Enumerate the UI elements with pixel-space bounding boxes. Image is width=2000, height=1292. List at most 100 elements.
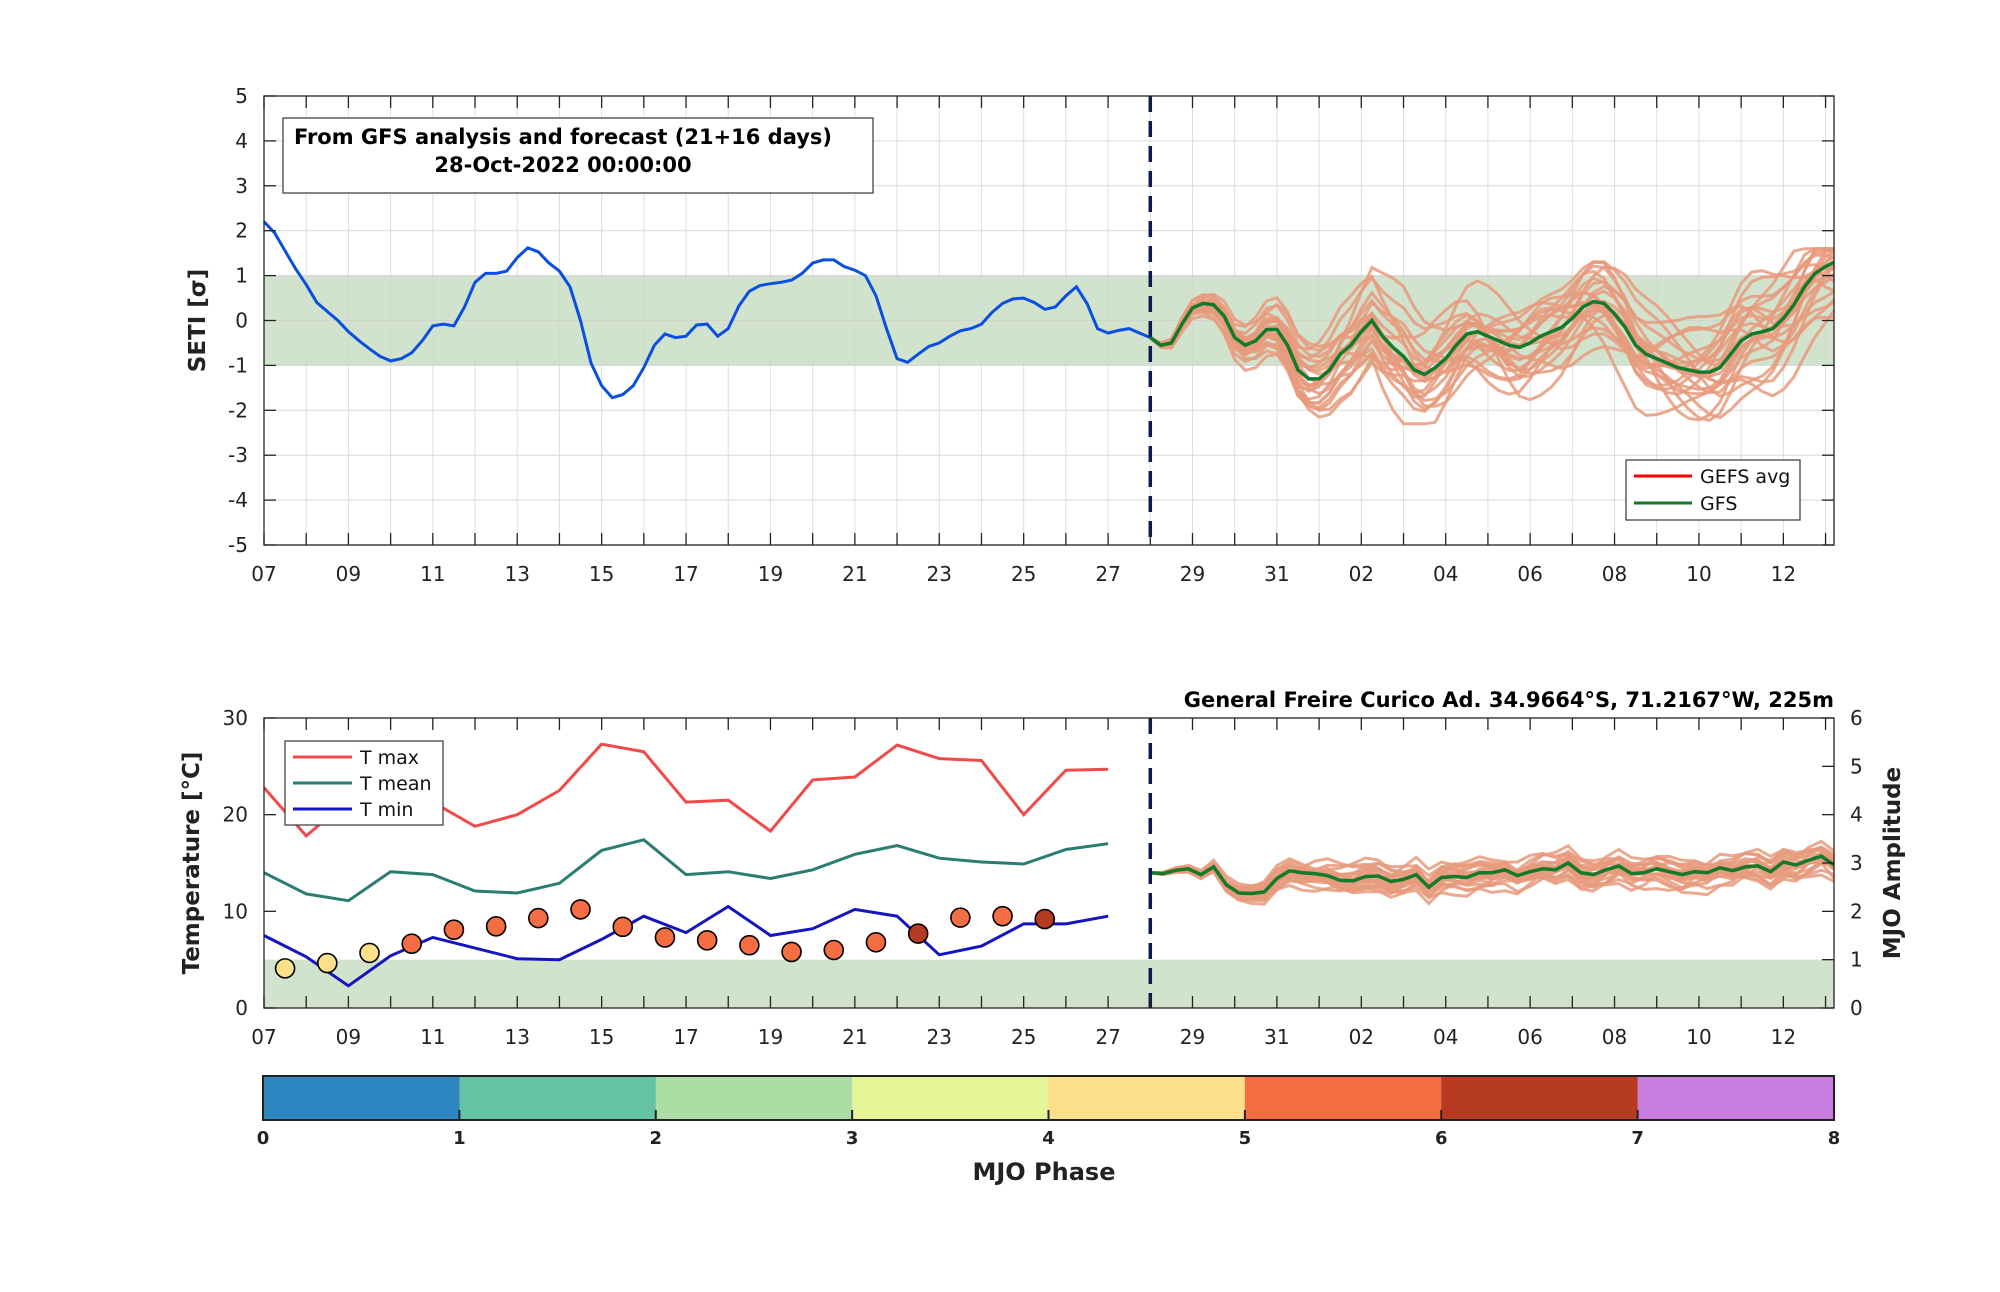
info-line-2: 28-Oct-2022 00:00:00 [434, 153, 691, 177]
seti-y-label: SETI [σ] [185, 269, 211, 372]
mjo-phase-point [865, 931, 887, 953]
mjo-phase-point [443, 919, 465, 941]
mjo-phase-point [781, 941, 802, 963]
seti-ytick-label: -3 [228, 443, 248, 467]
mjo-ytick-label: 6 [1850, 706, 1863, 730]
seti-xtick-label: 06 [1517, 562, 1542, 586]
seti-ytick-label: -1 [228, 353, 248, 377]
seti-xtick-label: 19 [758, 562, 783, 586]
seti-xtick-label: 25 [1011, 562, 1036, 586]
legend-gfs-label: GFS [1700, 493, 1737, 515]
seti-ytick-label: 0 [235, 309, 248, 333]
seti-xtick-label: 21 [842, 562, 867, 586]
colorbar-tick-label: 7 [1631, 1128, 1644, 1149]
info-box: From GFS analysis and forecast (21+16 da… [282, 117, 874, 194]
colorbar-segments [263, 1076, 1835, 1120]
mjo-phase-point [823, 939, 845, 961]
seti-xtick-label: 29 [1180, 562, 1205, 586]
temp-xtick-label: 06 [1517, 1025, 1542, 1049]
station-title: General Freire Curico Ad. 34.9664°S, 71.… [1184, 688, 1834, 712]
mjo-phase-point [654, 927, 676, 948]
seti-y-tick-labels: 5 4 3 2 1 0 -1 -2 -3 -4 -5 [228, 84, 248, 557]
seti-x-tick-labels: 07 09 11 13 15 17 19 21 23 25 27 29 31 02 04 06 08 10 12 [251, 562, 1796, 586]
colorbar-tick-label: 8 [1828, 1128, 1841, 1149]
temp-xtick-label: 15 [589, 1025, 614, 1049]
legend-gefs-avg-label: GEFS avg [1700, 466, 1790, 488]
mjo-phase-colorbar: 0 1 2 3 4 5 6 7 8 MJO Phase [257, 1075, 1841, 1186]
temperature-y-label: Temperature [°C] [179, 752, 205, 975]
mjo-ytick-label: 5 [1850, 754, 1863, 778]
mjo-amplitude-y-label: MJO Amplitude [1880, 767, 1906, 959]
gefs-member-line [1149, 250, 1836, 381]
gefs-members [1149, 247, 1836, 426]
colorbar-segment [655, 1076, 853, 1120]
temp-xtick-label: 17 [673, 1025, 698, 1049]
mjo-phase-point [528, 907, 549, 929]
temperature-line [263, 838, 1109, 903]
mjo-ytick-label: 4 [1850, 803, 1863, 827]
temp-xtick-label: 12 [1771, 1025, 1796, 1049]
gefs-member-line [1149, 275, 1835, 373]
temperature-x-tick-labels: 07 09 11 13 15 17 19 21 23 25 27 29 31 02 04 06 08 10 12 [251, 1025, 1796, 1049]
seti-xtick-label: 15 [589, 562, 614, 586]
mjo-phase-point [907, 923, 929, 944]
colorbar-ticks: 0 1 2 3 4 5 6 7 8 [257, 1110, 1841, 1149]
temp-ytick-label: 0 [235, 996, 248, 1020]
temp-xtick-label: 07 [251, 1025, 276, 1049]
colorbar-tick-label: 2 [649, 1128, 662, 1149]
mjo-member-line [1150, 854, 1835, 893]
mjo-amplitude-gfs-line [1150, 854, 1835, 896]
seti-xtick-label: 12 [1771, 562, 1796, 586]
colorbar-tick-label: 5 [1239, 1128, 1252, 1149]
seti-ytick-label: 5 [235, 84, 248, 108]
temp-ytick-label: 20 [223, 803, 248, 827]
temp-xtick-label: 21 [842, 1025, 867, 1049]
colorbar-segment [263, 1076, 460, 1120]
legend-tmax-label: T max [359, 747, 419, 769]
seti-xtick-label: 17 [673, 562, 698, 586]
mjo-member-line [1150, 854, 1835, 901]
temperature-y-tick-labels: 0 10 20 30 [223, 706, 248, 1020]
colorbar-segment [1441, 1076, 1639, 1120]
colorbar-segment [1048, 1076, 1246, 1120]
mjo-phase-point [696, 930, 718, 951]
colorbar-segment [1637, 1076, 1835, 1120]
seti-xtick-label: 11 [420, 562, 445, 586]
mjo-phase-point [950, 907, 971, 928]
seti-ytick-label: 3 [235, 174, 248, 198]
seti-xtick-label: 31 [1264, 562, 1289, 586]
seti-xtick-label: 08 [1602, 562, 1627, 586]
colorbar-tick-label: 0 [257, 1128, 270, 1149]
seti-xtick-label: 09 [336, 562, 361, 586]
seti-xtick-label: 02 [1349, 562, 1374, 586]
temperature-legend: T max T mean T min [284, 740, 444, 826]
info-line-1: From GFS analysis and forecast (21+16 da… [294, 125, 832, 149]
mjo-phase-point [274, 958, 296, 979]
colorbar-label: MJO Phase [972, 1158, 1115, 1186]
seti-xtick-label: 10 [1686, 562, 1711, 586]
temp-xtick-label: 11 [420, 1025, 445, 1049]
gefs-member-line [1149, 269, 1835, 406]
seti-ytick-label: -4 [228, 488, 248, 512]
colorbar-segment [852, 1076, 1049, 1120]
colorbar-segment [459, 1076, 657, 1120]
seti-ticks [263, 95, 1834, 546]
temp-xtick-label: 04 [1433, 1025, 1458, 1049]
temp-ytick-label: 30 [223, 706, 248, 730]
legend-tmean-label: T mean [359, 773, 432, 795]
gfs-forecast-line [1149, 260, 1835, 381]
colorbar-tick-label: 1 [453, 1128, 466, 1149]
seti-xtick-label: 23 [927, 562, 952, 586]
mjo-phase-point [739, 934, 760, 956]
mjo-phase-point [992, 905, 1013, 927]
temp-xtick-label: 09 [336, 1025, 361, 1049]
temp-xtick-label: 08 [1602, 1025, 1627, 1049]
seti-xtick-label: 04 [1433, 562, 1458, 586]
seti-ytick-label: -2 [228, 398, 248, 422]
temp-xtick-label: 31 [1264, 1025, 1289, 1049]
mjo-phase-points [274, 899, 1056, 979]
seti-xtick-label: 13 [504, 562, 529, 586]
mjo-phase-point [317, 952, 338, 974]
